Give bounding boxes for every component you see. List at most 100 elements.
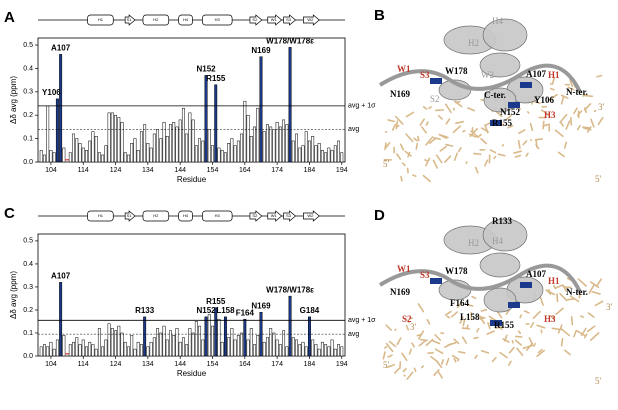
bar	[324, 152, 328, 163]
dna-stick	[396, 337, 402, 346]
bar	[75, 337, 79, 357]
bar	[178, 341, 182, 357]
structure-label: L158	[460, 312, 480, 322]
bar	[324, 344, 328, 357]
dna-stick	[560, 94, 569, 99]
structure-label: S1	[127, 213, 133, 218]
dna-stick	[418, 340, 426, 347]
bar	[223, 152, 227, 163]
ribbon	[479, 52, 521, 78]
bar	[278, 126, 282, 163]
dna-stick	[537, 348, 543, 354]
structure-label: 5'	[383, 159, 390, 169]
dna-stick	[589, 332, 600, 341]
bar	[72, 133, 76, 163]
x-tick-label: 184	[304, 167, 316, 174]
bar	[85, 346, 88, 357]
dna-stick	[385, 324, 392, 331]
y-tick-label: 0.5	[23, 42, 33, 49]
bar	[156, 328, 160, 357]
dna-stick	[583, 127, 592, 131]
bar	[217, 318, 221, 357]
y-axis-label: Δδ avg (ppm)	[9, 76, 18, 124]
dna-stick	[415, 142, 419, 150]
dna-stick	[491, 356, 497, 363]
dna-stick	[539, 296, 544, 306]
dna-stick	[525, 342, 534, 351]
dna-stick	[445, 357, 450, 366]
bar	[198, 138, 202, 163]
dna-stick	[550, 315, 556, 320]
dna-stick	[453, 357, 457, 363]
dna-stick	[426, 318, 431, 325]
x-tick-label: 174	[271, 167, 283, 174]
dna-stick	[559, 292, 568, 302]
bar	[327, 346, 331, 357]
dna-stick	[596, 278, 602, 287]
structure-label: N-ter.	[566, 287, 588, 297]
bar	[204, 75, 208, 163]
structure-label: H2	[468, 238, 479, 248]
x-axis-label: Residue	[177, 175, 207, 184]
dna-stick	[452, 125, 462, 134]
structure-label: H4	[183, 213, 189, 218]
bar	[49, 341, 53, 357]
dna-stick	[451, 311, 458, 318]
dna-stick	[421, 365, 425, 369]
dna-stick	[554, 129, 564, 138]
bar	[220, 341, 224, 357]
bar	[139, 131, 143, 163]
dna-stick	[563, 349, 571, 356]
dna-stick	[393, 368, 400, 374]
ribbon-loop	[378, 263, 582, 293]
dna-stick	[583, 94, 594, 98]
structure-label: H2	[153, 17, 159, 22]
bar	[214, 307, 218, 357]
x-tick-label: 124	[110, 167, 122, 174]
dna-stick	[480, 99, 485, 102]
bar	[120, 332, 124, 357]
dna-stick	[407, 319, 410, 324]
plot-frame	[37, 233, 346, 357]
bar	[272, 332, 276, 357]
dna-stick	[444, 155, 452, 163]
dna-stick	[488, 315, 497, 322]
dna-stick	[596, 74, 603, 78]
bar	[311, 339, 315, 357]
dna-stick	[503, 334, 508, 342]
dna-stick	[419, 338, 428, 342]
bar	[301, 341, 305, 357]
dna-stick	[497, 153, 506, 157]
dna-stick	[527, 111, 530, 114]
y-tick-label: 0.1	[23, 330, 33, 337]
bar	[78, 143, 82, 163]
structure-label: 5'	[595, 174, 602, 184]
bar	[269, 126, 273, 163]
bar	[149, 147, 153, 163]
bar	[317, 143, 321, 163]
bar	[240, 332, 244, 357]
structure-label: R155	[494, 320, 514, 330]
dna-stick	[578, 292, 581, 299]
dna-stick	[569, 295, 580, 303]
y-tick-label: 0.2	[23, 307, 33, 314]
bar	[314, 344, 318, 357]
strand	[283, 210, 297, 222]
bar	[39, 150, 43, 163]
bar	[314, 145, 318, 163]
bar	[278, 344, 282, 357]
x-tick-label: 194	[336, 167, 348, 174]
bar	[204, 316, 208, 357]
bar	[243, 100, 247, 163]
dna-stick	[551, 327, 561, 331]
annotation: N169	[251, 301, 271, 310]
dna-stick	[551, 76, 556, 85]
bar	[211, 145, 214, 163]
bar	[81, 339, 85, 357]
dna-stick	[422, 174, 432, 183]
dna-stick	[386, 363, 396, 369]
strand	[249, 14, 263, 26]
x-tick-label: 134	[142, 361, 154, 368]
dna-stick	[453, 152, 458, 161]
